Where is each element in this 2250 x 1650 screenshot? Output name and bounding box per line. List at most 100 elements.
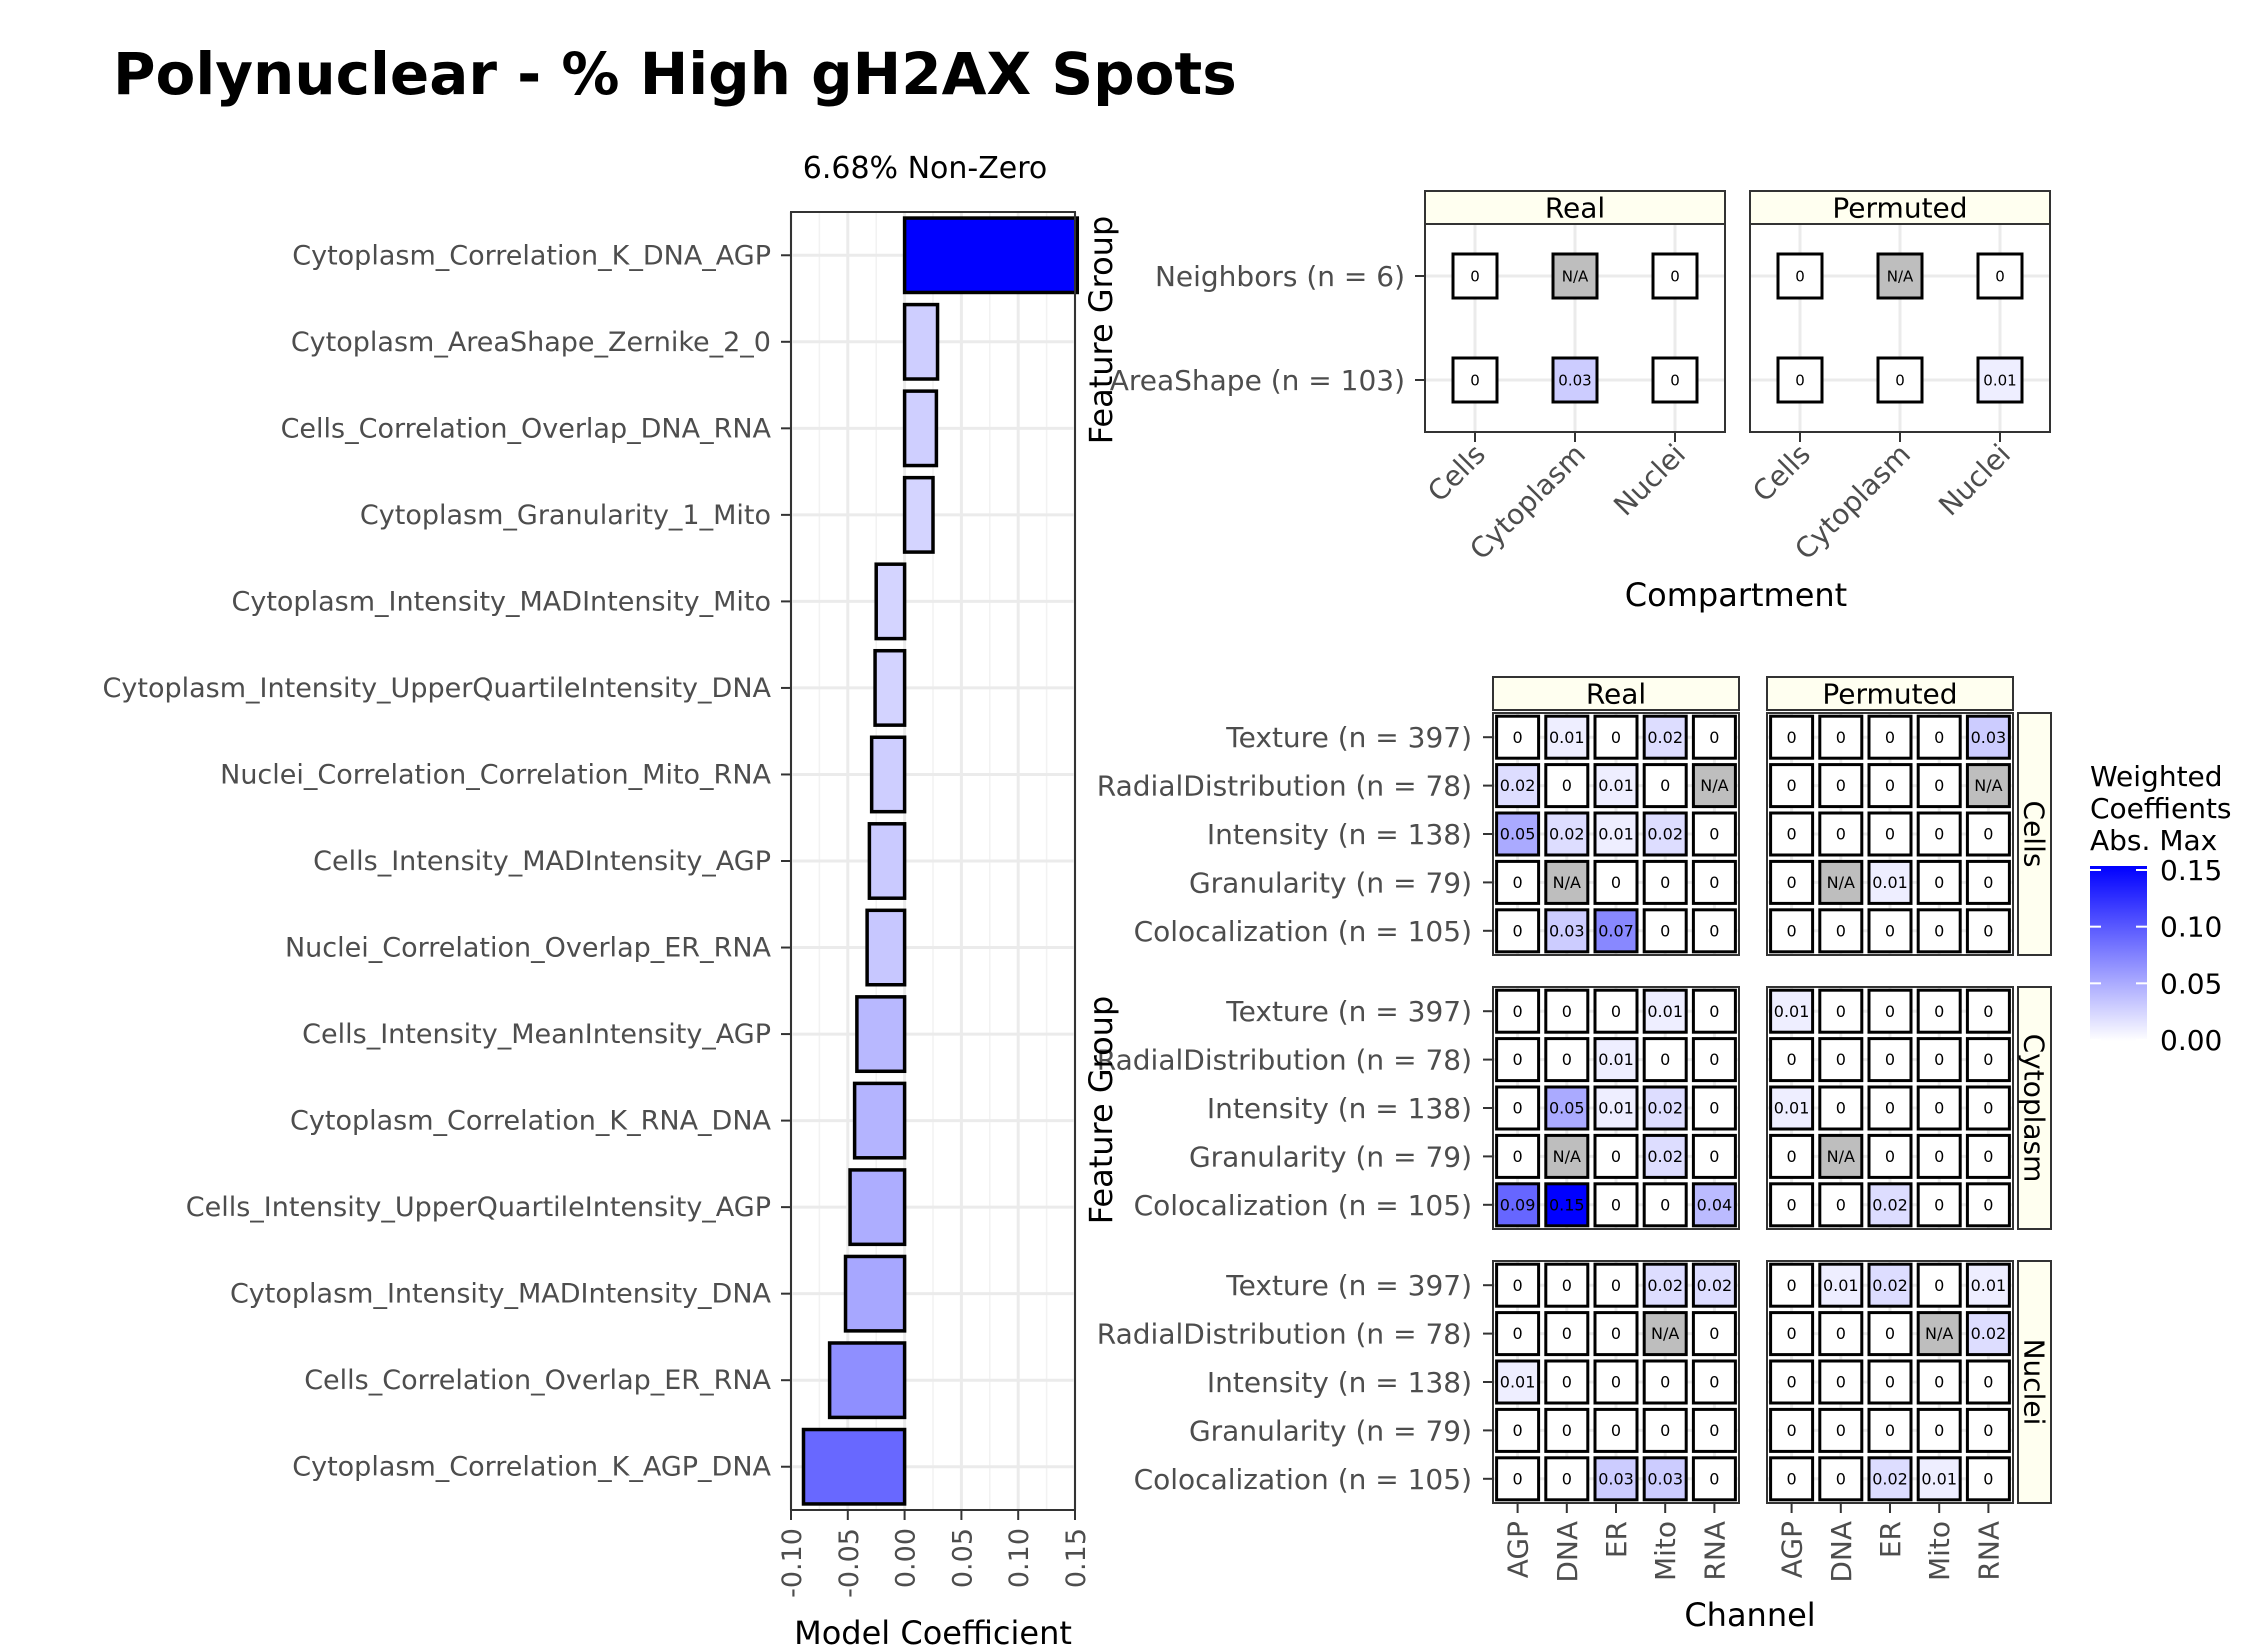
heatmap-tile [1867, 1085, 1913, 1131]
heatmap-tile [1495, 859, 1541, 905]
heatmap-tile [1495, 811, 1541, 857]
heatmap-tile [1769, 1311, 1815, 1357]
heatmap-tile-value: 0 [1983, 1195, 1993, 1214]
heatmap-tile-value: 0.02 [1971, 1324, 2007, 1343]
heatmap-tile [1965, 1182, 2011, 1228]
heatmap-tile-value: 0 [1983, 1099, 1993, 1118]
heatmap-tile [1593, 988, 1639, 1034]
heatmap-tile [1867, 1359, 1913, 1405]
channel-row-label: Granularity (n = 79) [1189, 1140, 1472, 1173]
compartment-x-tick-label: Cells [1746, 438, 1817, 509]
bar-x-tick-label: -0.05 [834, 1528, 865, 1598]
heatmap-tile [1965, 1037, 2011, 1083]
heatmap-tile [1495, 1133, 1541, 1179]
heatmap-tile-value: 0 [1513, 1050, 1523, 1069]
heatmap-tile-value: N/A [1700, 776, 1728, 795]
heatmap-tile-value: 0.02 [1872, 1195, 1908, 1214]
heatmap-tile [1593, 1456, 1639, 1502]
heatmap-tile [1495, 1262, 1541, 1308]
channel-x-axis-title: Channel [1684, 1596, 1815, 1634]
heatmap-tile [1451, 252, 1499, 300]
heatmap-tile-value: 0 [1983, 825, 1993, 844]
heatmap-tile [1593, 1037, 1639, 1083]
heatmap-tile-value: 0.01 [1598, 1099, 1634, 1118]
heatmap-tile-value: 0 [1660, 921, 1670, 940]
heatmap-tile [1818, 1407, 1864, 1453]
heatmap-tile-value: 0 [1611, 1324, 1621, 1343]
compartment-y-axis-title: Feature Group [1082, 216, 1120, 445]
heatmap-tile [1916, 1311, 1962, 1357]
heatmap-tile-value: 0.03 [1647, 1469, 1683, 1488]
heatmap-tile-value: 0.01 [1971, 1276, 2007, 1295]
heatmap-tile [1551, 356, 1599, 404]
heatmap-tile-value: 0 [1709, 1050, 1719, 1069]
heatmap-tile [1867, 908, 1913, 954]
channel-row-label: Colocalization (n = 105) [1134, 915, 1472, 948]
heatmap-tile [1965, 988, 2011, 1034]
channel-x-tick-label: DNA [1825, 1521, 1858, 1583]
channel-x-tick-label: AGP [1502, 1521, 1535, 1578]
heatmap-tile [1965, 811, 2011, 857]
heatmap-tile [1965, 1456, 2011, 1502]
heatmap-tile [1544, 811, 1590, 857]
heatmap-tile [1916, 811, 1962, 857]
legend-colorbar [2090, 866, 2147, 1041]
facet-strip [2017, 712, 2052, 956]
bar-x-tick-label: 0.10 [1004, 1528, 1035, 1588]
bar [873, 648, 907, 727]
heatmap-tile-value: 0 [1709, 728, 1719, 747]
heatmap-tile-value: 0.01 [1598, 825, 1634, 844]
legend-title-line-3: Abs. Max [2090, 824, 2217, 857]
heatmap-tile-value: 0 [1513, 1276, 1523, 1295]
heatmap-tile-value: 0.05 [1500, 825, 1536, 844]
heatmap-tile [1769, 1407, 1815, 1453]
legend-title-line-1: Weighted [2090, 760, 2223, 793]
bar-category-label: Cells_Intensity_MeanIntensity_AGP [302, 1019, 771, 1050]
bar-x-tick-label: 0.15 [1061, 1528, 1092, 1588]
heatmap-tile [1965, 1359, 2011, 1405]
heatmap-tile-value: 0 [1787, 728, 1797, 747]
heatmap-tile-value: 0 [1787, 1050, 1797, 1069]
heatmap-tile [1769, 1456, 1815, 1502]
heatmap-tile-value: 0 [1983, 873, 1993, 892]
heatmap-tile-value: 0 [1513, 1099, 1523, 1118]
heatmap-tile-value: 0.01 [1983, 371, 2016, 389]
heatmap-tile [1495, 1085, 1541, 1131]
heatmap-tile [1916, 908, 1962, 954]
channel-row-label: Granularity (n = 79) [1189, 866, 1472, 899]
channel-heatmap: Real Permuted Cells 0 0.01 0 0.02 0 0.02 0 0.01 0 N/… [1097, 676, 2052, 1583]
legend-ticks: 0.15 0.10 0.05 0.00 [2090, 854, 2222, 1057]
heatmap-tile [1916, 859, 1962, 905]
channel-row-label: Texture (n = 397) [1225, 1269, 1472, 1302]
heatmap-tile [1691, 1359, 1737, 1405]
heatmap-tile [1495, 1037, 1541, 1083]
heatmap-tile [1818, 1133, 1864, 1179]
channel-row-label: Intensity (n = 138) [1207, 1092, 1472, 1125]
heatmap-tile-value: 0 [1611, 1373, 1621, 1392]
heatmap-tile-value: 0 [1513, 1324, 1523, 1343]
heatmap-tile [1651, 356, 1699, 404]
heatmap-tile [1593, 1311, 1639, 1357]
heatmap-tile-value: 0 [1836, 1421, 1846, 1440]
heatmap-tile-value: 0 [1470, 371, 1480, 389]
heatmap-tile-value: 0 [1836, 1099, 1846, 1118]
bar-category-label: Nuclei_Correlation_Correlation_Mito_RNA [220, 759, 771, 790]
heatmap-tile-value: 0.02 [1647, 1276, 1683, 1295]
heatmap-tile-value: 0 [1934, 1050, 1944, 1069]
bar-chart-x-axis-title: Model Coefficient [794, 1614, 1072, 1650]
heatmap-tile-value: 0.02 [1647, 728, 1683, 747]
compartment-x-tick-label: Nuclei [1932, 438, 2017, 523]
heatmap-tile [1916, 1037, 1962, 1083]
heatmap-tile-value: 0 [1885, 1324, 1895, 1343]
heatmap-tile [1642, 859, 1688, 905]
facet-strip [2017, 986, 2052, 1230]
compartment-row-label: Neighbors (n = 6) [1155, 260, 1405, 293]
heatmap-tile [1495, 1311, 1541, 1357]
heatmap-tile [1769, 1182, 1815, 1228]
heatmap-tile-value: 0 [1562, 1050, 1572, 1069]
heatmap-tile [1818, 763, 1864, 809]
bar [902, 389, 939, 468]
heatmap-tile-value: 0 [1787, 1195, 1797, 1214]
heatmap-tile [1691, 859, 1737, 905]
heatmap-tile [1769, 1133, 1815, 1179]
